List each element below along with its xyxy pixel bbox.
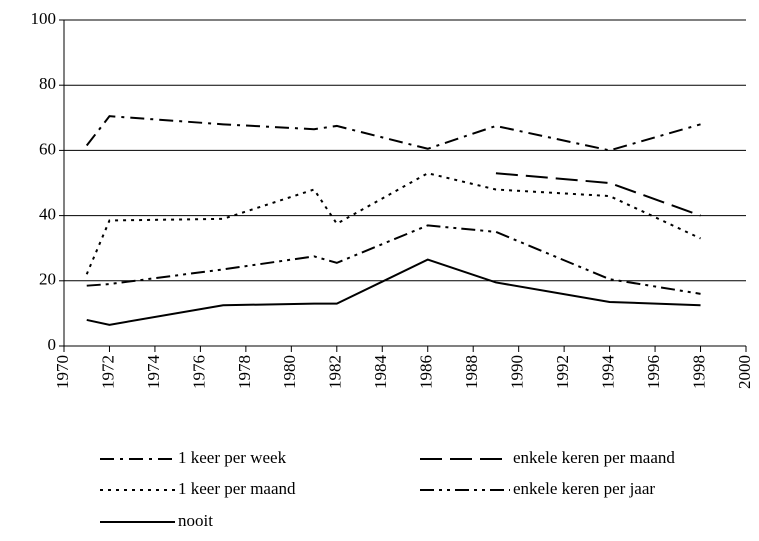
- x-tick-label: 1990: [508, 355, 527, 389]
- series-line: [85, 172, 701, 275]
- legend-label: 1 keer per week: [178, 448, 287, 467]
- y-tick-label: 80: [39, 74, 56, 93]
- x-tick-label: 1996: [644, 355, 663, 389]
- x-tick-label: 1982: [326, 355, 345, 389]
- x-tick-label: 1994: [599, 355, 618, 390]
- y-tick-label: 40: [39, 205, 56, 224]
- x-tick-label: 1988: [462, 355, 481, 389]
- x-tick-label: 2000: [735, 355, 754, 389]
- series-line: [86, 258, 701, 326]
- legend-label: enkele keren per maand: [513, 448, 675, 467]
- y-tick-label: 100: [31, 9, 57, 28]
- x-tick-label: 1974: [144, 355, 163, 390]
- y-tick-label: 60: [39, 139, 56, 158]
- x-tick-label: 1976: [189, 355, 208, 389]
- x-tick-label: 1984: [371, 355, 390, 390]
- legend-label: nooit: [178, 511, 213, 530]
- legend-label: 1 keer per maand: [178, 479, 296, 498]
- legend-label: enkele keren per jaar: [513, 479, 655, 498]
- series-line: [86, 224, 701, 295]
- y-tick-label: 20: [39, 270, 56, 289]
- x-tick-label: 1978: [235, 355, 254, 389]
- y-tick-label: 0: [48, 335, 57, 354]
- x-tick-label: 1986: [417, 355, 436, 389]
- x-tick-label: 1970: [53, 355, 72, 389]
- x-tick-label: 1972: [98, 355, 117, 389]
- series-line: [495, 172, 701, 217]
- x-tick-label: 1998: [689, 355, 708, 389]
- x-tick-label: 1980: [280, 355, 299, 389]
- x-tick-label: 1992: [553, 355, 572, 389]
- series-line: [85, 115, 701, 152]
